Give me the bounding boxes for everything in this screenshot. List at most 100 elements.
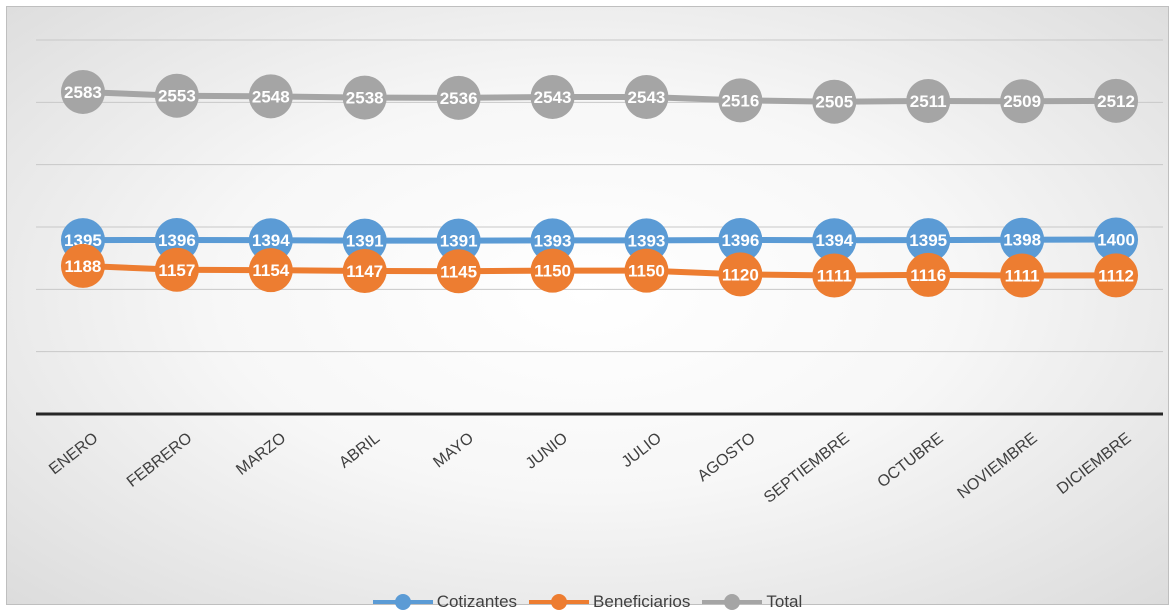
data-point [718,78,763,123]
legend-item-beneficiarios: Beneficiarios [529,592,690,612]
x-tick-label: MARZO [233,430,289,479]
legend-item-total: Total [702,592,802,612]
data-point [60,69,105,114]
x-tick-label: OCTUBRE [875,430,947,492]
data-point [1000,79,1045,124]
data-label: 1188 [65,257,102,276]
data-label: 1112 [1098,266,1134,285]
data-label: 1394 [815,231,853,250]
gridlines [36,39,1163,353]
data-label: 1396 [721,231,759,250]
x-axis-tick-labels: ENERO FEBRERO MARZO ABRIL MAYO JUNIO JULIO AGOS… [46,430,1134,507]
data-label: 2512 [1097,92,1135,111]
x-tick-label: FEBRERO [124,430,195,491]
x-tick-label: DICIEMBRE [1054,430,1135,498]
data-label: 2543 [534,88,572,107]
data-label: 2516 [721,91,759,110]
data-label: 1391 [346,232,384,251]
data-label: 1393 [628,231,666,250]
x-tick-label: AGOSTO [695,430,759,485]
x-tick-label: ABRIL [336,430,383,472]
data-point [248,248,293,293]
series-cotizantes: 1395 1396 1394 1391 1391 1393 1393 1396 1394 1395… [60,217,1139,263]
data-label: 1394 [252,231,290,250]
data-label: 2538 [346,89,384,108]
data-label: 1157 [158,261,195,280]
legend-label: Total [766,592,803,611]
x-tick-label: NOVIEMBRE [954,430,1040,503]
data-point [1094,78,1139,123]
legend-label: Beneficiarios [593,592,691,611]
data-label: 1391 [440,232,478,251]
series-line [82,236,1117,244]
legend: Cotizantes Beneficiarios Total [0,592,1175,612]
data-label: 2548 [252,87,290,106]
data-label: 1396 [158,231,196,250]
data-label: 1400 [1097,230,1135,249]
x-tick-label: SEPTIEMBRE [761,430,853,507]
legend-swatch [702,592,763,612]
data-label: 1120 [722,265,759,284]
chart-area [6,6,1169,605]
data-label: 2553 [158,87,196,106]
data-label: 1150 [534,262,571,281]
data-label: 1147 [346,262,383,281]
data-label: 1145 [440,262,477,281]
series-line [82,262,1117,279]
data-point [718,217,763,262]
series-beneficiarios: 1188 1157 1154 1147 1145 1150 1150 1120 1111 1116… [60,243,1139,298]
data-point [60,243,105,288]
legend-label: Cotizantes [436,592,518,611]
x-tick-label: ENERO [46,430,101,478]
data-point [718,252,763,297]
data-label: 1111 [1005,266,1040,285]
data-point [436,218,481,263]
data-label: 1154 [252,261,289,280]
data-point [906,78,951,123]
x-tick-label: JULIO [619,430,665,471]
data-point [530,218,575,263]
data-label: 1398 [1003,231,1041,250]
data-point [624,74,669,119]
data-point [436,249,481,294]
data-point [248,74,293,119]
data-point [1000,253,1045,298]
legend-swatch [529,592,590,612]
data-label: 2543 [628,88,666,107]
series-line [82,88,1117,105]
legend-item-cotizantes: Cotizantes [372,592,518,612]
data-label: 2509 [1003,92,1041,111]
data-point [1000,217,1045,262]
data-label: 2536 [440,89,478,108]
series-total: 2583 2553 2548 2538 2536 2543 2543 2516 2505 2511… [60,69,1139,124]
data-point [436,75,481,120]
data-point [906,252,951,297]
data-point [1094,217,1139,262]
data-point [342,75,387,120]
data-point [342,218,387,263]
legend-swatch [372,592,433,612]
data-label: 1393 [534,231,572,250]
data-point [1094,253,1139,298]
data-label: 2505 [815,93,853,112]
data-point [342,249,387,294]
data-label: 1111 [817,266,852,285]
data-point [530,74,575,119]
data-point [154,247,199,292]
data-point [906,218,951,263]
data-label: 1150 [628,262,665,281]
x-tick-label: JUNIO [523,430,571,473]
data-point [154,73,199,118]
x-tick-label: MAYO [430,430,477,472]
data-label: 1395 [909,231,947,250]
data-point [812,218,857,263]
data-point [624,218,669,263]
data-point [624,248,669,293]
data-point [812,253,857,298]
data-point [812,79,857,124]
data-label: 1116 [910,266,946,285]
data-label: 1395 [64,231,102,250]
data-label: 2511 [910,92,947,111]
data-label: 2583 [64,83,102,102]
